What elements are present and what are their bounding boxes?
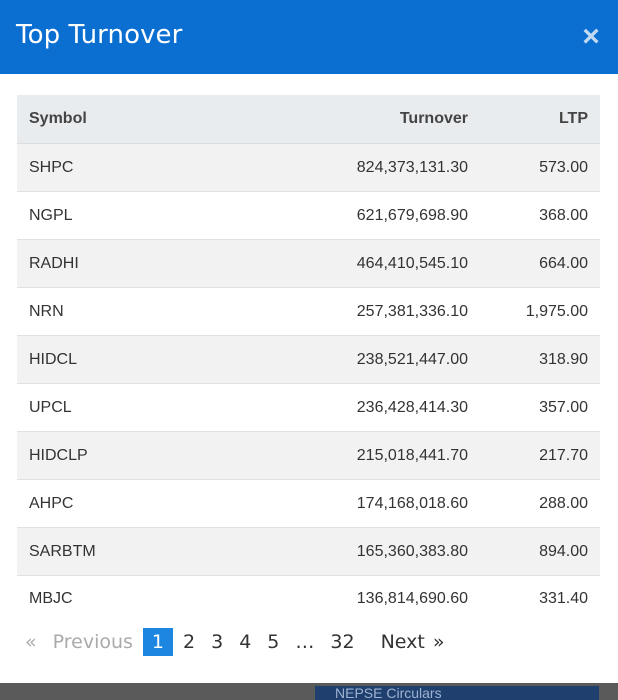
symbol-cell: MBJC xyxy=(17,575,261,622)
pagination-page-32[interactable]: 32 xyxy=(330,631,355,653)
symbol-cell: AHPC xyxy=(17,479,261,528)
close-icon[interactable]: × xyxy=(582,20,600,53)
column-header-turnover[interactable]: Turnover xyxy=(261,95,480,144)
ltp-cell: 217.70 xyxy=(480,431,600,480)
ltp-cell: 664.00 xyxy=(480,239,600,288)
symbol-cell: HIDCLP xyxy=(17,431,261,480)
ltp-cell: 288.00 xyxy=(480,479,600,528)
pagination-page-5[interactable]: 5 xyxy=(267,631,280,653)
symbol-cell: RADHI xyxy=(17,239,261,288)
table-header-row: Symbol Turnover LTP xyxy=(17,95,600,144)
modal-title: Top Turnover xyxy=(16,20,183,50)
table-row: UPCL 236,428,414.30 357.00 xyxy=(17,383,600,432)
table-row: AHPC 174,168,018.60 288.00 xyxy=(17,479,600,528)
turnover-cell: 464,410,545.10 xyxy=(261,239,480,288)
ltp-cell: 318.90 xyxy=(480,335,600,384)
turnover-table-wrapper: Symbol Turnover LTP SHPC 824,373,131.30 … xyxy=(17,95,600,622)
turnover-cell: 621,679,698.90 xyxy=(261,191,480,240)
symbol-cell: SARBTM xyxy=(17,527,261,576)
turnover-table: Symbol Turnover LTP SHPC 824,373,131.30 … xyxy=(17,95,600,622)
ltp-cell: 368.00 xyxy=(480,191,600,240)
turnover-cell: 257,381,336.10 xyxy=(261,287,480,336)
pagination-first: « xyxy=(25,631,37,653)
turnover-cell: 165,360,383.80 xyxy=(261,527,480,576)
ltp-cell: 357.00 xyxy=(480,383,600,432)
modal-header: Top Turnover × xyxy=(0,0,618,74)
turnover-cell: 238,521,447.00 xyxy=(261,335,480,384)
pagination: « Previous 1 2 3 4 5 … 32 Next » xyxy=(17,627,452,657)
column-header-ltp[interactable]: LTP xyxy=(480,95,600,144)
turnover-cell: 236,428,414.30 xyxy=(261,383,480,432)
table-row: HIDCLP 215,018,441.70 217.70 xyxy=(17,431,600,480)
table-row: HIDCL 238,521,447.00 318.90 xyxy=(17,335,600,384)
pagination-page-2[interactable]: 2 xyxy=(183,631,196,653)
column-header-symbol[interactable]: Symbol xyxy=(17,95,261,144)
table-row: SARBTM 165,360,383.80 894.00 xyxy=(17,527,600,576)
symbol-cell: NGPL xyxy=(17,191,261,240)
ltp-cell: 331.40 xyxy=(480,575,600,622)
symbol-cell: HIDCL xyxy=(17,335,261,384)
pagination-page-3[interactable]: 3 xyxy=(211,631,224,653)
symbol-cell: SHPC xyxy=(17,143,261,192)
top-turnover-modal: Top Turnover × Symbol Turnover LTP SHPC … xyxy=(0,0,618,683)
turnover-cell: 824,373,131.30 xyxy=(261,143,480,192)
turnover-cell: 215,018,441.70 xyxy=(261,431,480,480)
symbol-cell: UPCL xyxy=(17,383,261,432)
pagination-page-1[interactable]: 1 xyxy=(142,628,174,656)
turnover-cell: 174,168,018.60 xyxy=(261,479,480,528)
ltp-cell: 573.00 xyxy=(480,143,600,192)
table-row: NGPL 621,679,698.90 368.00 xyxy=(17,191,600,240)
pagination-next-button[interactable]: Next xyxy=(380,631,425,653)
table-row: MBJC 136,814,690.60 331.40 xyxy=(17,575,600,622)
background-badge: NEPSE Circulars xyxy=(315,686,599,700)
ltp-cell: 894.00 xyxy=(480,527,600,576)
pagination-page-4[interactable]: 4 xyxy=(239,631,252,653)
symbol-cell: NRN xyxy=(17,287,261,336)
turnover-cell: 136,814,690.60 xyxy=(261,575,480,622)
ltp-cell: 1,975.00 xyxy=(480,287,600,336)
pagination-ellipsis: … xyxy=(295,631,315,653)
pagination-last[interactable]: » xyxy=(432,631,445,653)
table-row: RADHI 464,410,545.10 664.00 xyxy=(17,239,600,288)
pagination-previous-button: Previous xyxy=(52,631,133,653)
table-row: SHPC 824,373,131.30 573.00 xyxy=(17,143,600,192)
table-row: NRN 257,381,336.10 1,975.00 xyxy=(17,287,600,336)
